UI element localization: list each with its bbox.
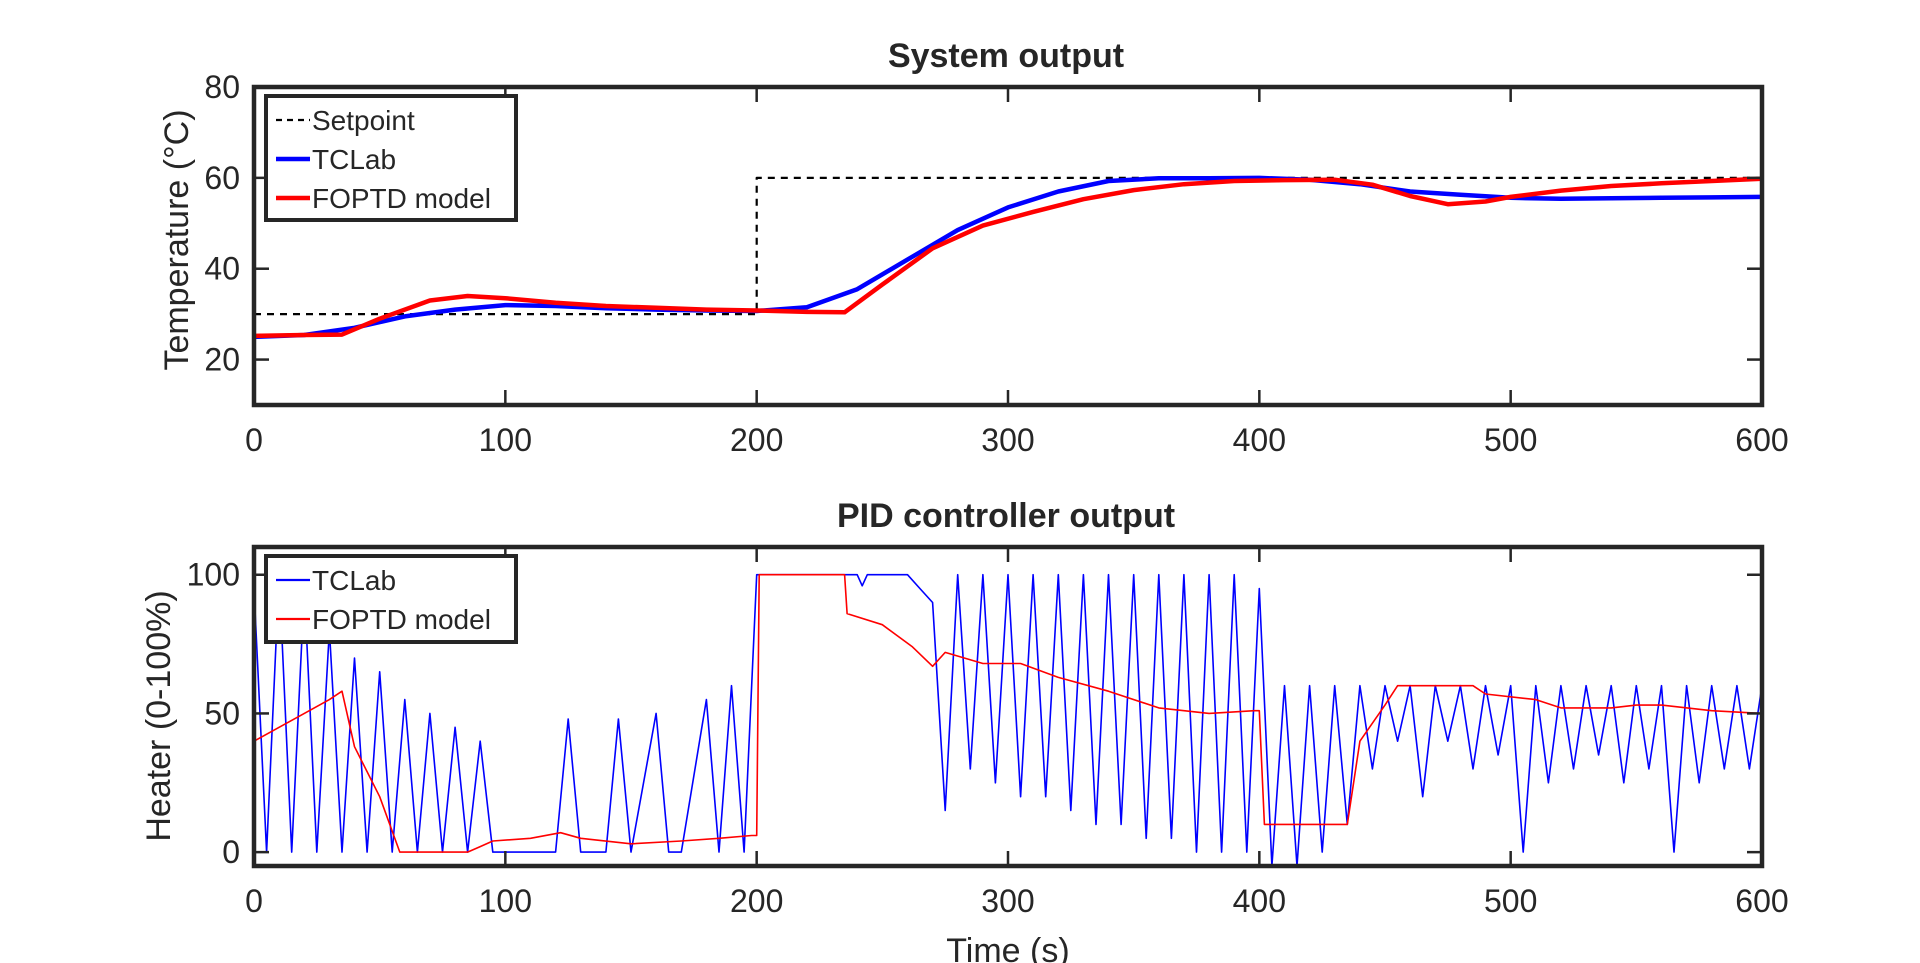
x-tick-label: 300	[981, 422, 1034, 458]
x-tick-label: 500	[1484, 422, 1537, 458]
system-output-subplot: System output Temperature (°C) 0 100 200 30…	[158, 37, 1789, 458]
y-tick-label: 20	[204, 342, 240, 378]
series-line-tclab	[254, 573, 1762, 866]
x-tick-label: 200	[730, 883, 783, 919]
axes-frame	[251, 84, 1765, 408]
y-tick-label: 80	[204, 69, 240, 105]
y-tick-label: 100	[187, 557, 240, 593]
x-axis-label: Time (s)	[946, 932, 1069, 963]
legend-label: TCLab	[312, 144, 396, 175]
x-tick-label: 600	[1735, 883, 1788, 919]
x-tick-label: 100	[479, 883, 532, 919]
x-tick-label: 100	[479, 422, 532, 458]
x-tick-label: 300	[981, 883, 1034, 919]
x-tick-label: 600	[1735, 422, 1788, 458]
plot-area	[254, 573, 1762, 866]
y-axis-label: Heater (0-100%)	[140, 590, 178, 841]
series-line-foptd-model	[254, 573, 1762, 853]
x-tick-label: 200	[730, 422, 783, 458]
y-tick-label: 40	[204, 251, 240, 287]
axis-ticks: 0 100 200 300 400 500 600 20 40 60 80	[204, 69, 1788, 458]
x-tick-label: 400	[1233, 422, 1286, 458]
x-tick-label: 400	[1233, 883, 1286, 919]
legend-label: FOPTD model	[312, 604, 491, 635]
legend: TCLab FOPTD model	[264, 554, 518, 644]
x-tick-label: 0	[245, 883, 263, 919]
chart-title: PID controller output	[837, 497, 1175, 535]
legend: Setpoint TCLab FOPTD model	[264, 94, 518, 222]
y-tick-label: 50	[204, 695, 240, 731]
legend-label: TCLab	[312, 565, 396, 596]
plot-area	[254, 175, 1762, 340]
legend-box	[264, 554, 518, 644]
y-tick-label: 60	[204, 160, 240, 196]
legend-label: Setpoint	[312, 105, 415, 136]
x-tick-label: 500	[1484, 883, 1537, 919]
chart-title: System output	[888, 37, 1124, 75]
series-line-foptd-model	[254, 176, 1762, 339]
y-tick-label: 0	[222, 834, 240, 870]
series-line-setpoint	[254, 176, 1762, 316]
pid-controller-subplot: PID controller output Heater (0-100%) Ti…	[140, 497, 1789, 963]
legend-label: FOPTD model	[312, 183, 491, 214]
y-axis-label: Temperature (°C)	[158, 109, 196, 370]
axes-frame	[251, 544, 1765, 869]
x-tick-label: 0	[245, 422, 263, 458]
